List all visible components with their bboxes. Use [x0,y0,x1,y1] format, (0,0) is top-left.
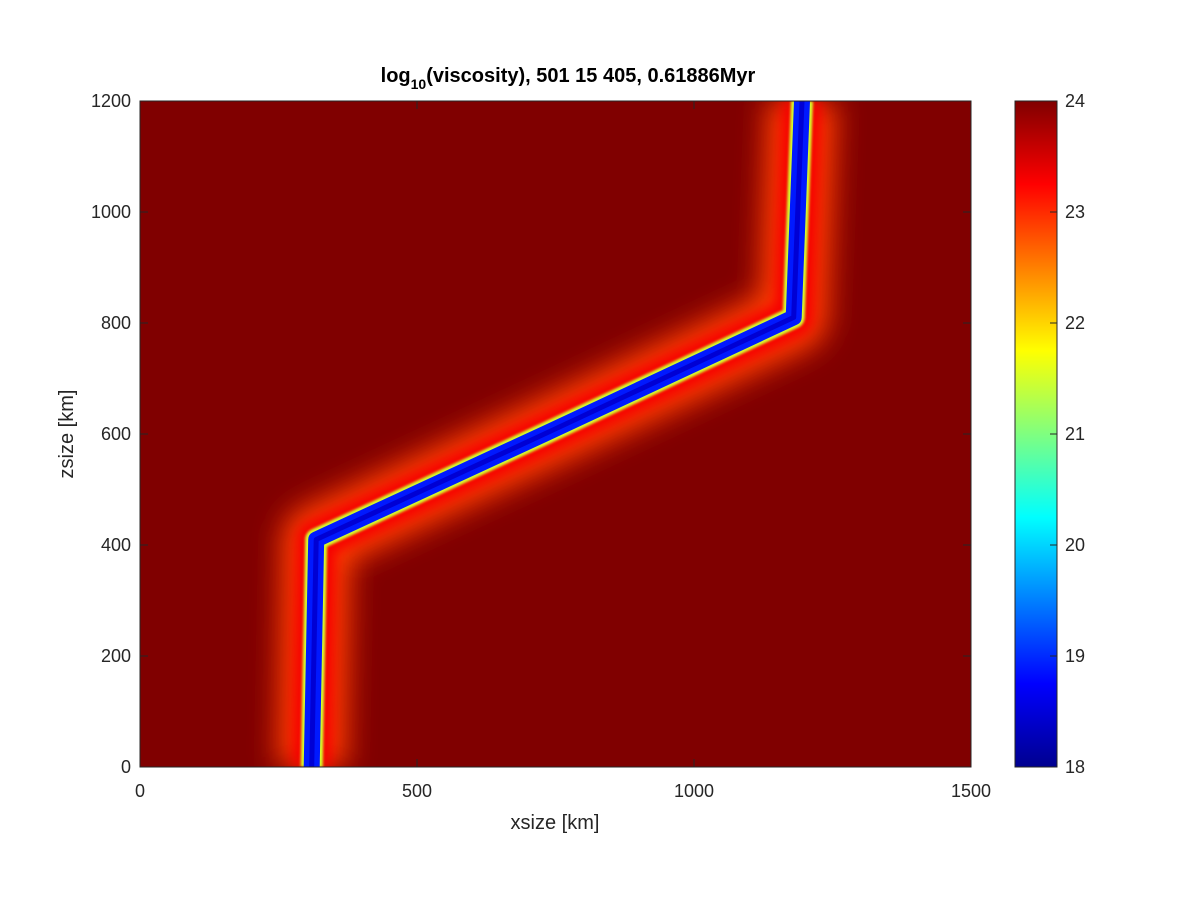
colorbar-tick-label: 18 [1065,757,1085,777]
colorbar-tick-label: 23 [1065,202,1085,222]
colorbar-tick-label: 22 [1065,313,1085,333]
x-tick-label: 500 [402,781,432,801]
y-tick-label: 1200 [91,91,131,111]
y-axis: 0 200 400 600 800 1000 1200 [91,91,971,777]
weak-zone-inner [309,101,805,767]
colorbar-tick-label: 19 [1065,646,1085,666]
colorbar-axis: 18 19 20 21 22 23 24 [1050,91,1085,777]
y-tick-label: 400 [101,535,131,555]
y-tick-label: 600 [101,424,131,444]
y-tick-label: 200 [101,646,131,666]
x-tick-label: 0 [135,781,145,801]
y-tick-label: 1000 [91,202,131,222]
heatmap-area [140,101,971,767]
y-tick-label: 800 [101,313,131,333]
x-tick-label: 1000 [674,781,714,801]
colorbar-tick-label: 20 [1065,535,1085,555]
y-tick-label: 0 [121,757,131,777]
chart-title: log10(viscosity), 501 15 405, 0.61886Myr [381,65,756,92]
colorbar-tick-label: 24 [1065,91,1085,111]
x-tick-label: 1500 [951,781,991,801]
colorbar-tick-label: 21 [1065,424,1085,444]
y-axis-label: zsize [km] [56,390,78,479]
x-axis-label: xsize [km] [511,812,600,834]
x-axis: 0 500 1000 1500 [135,101,991,801]
